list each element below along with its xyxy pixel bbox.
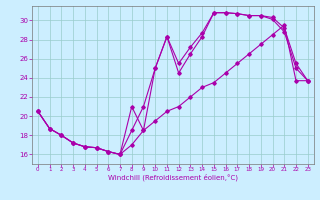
X-axis label: Windchill (Refroidissement éolien,°C): Windchill (Refroidissement éolien,°C) xyxy=(108,174,238,181)
